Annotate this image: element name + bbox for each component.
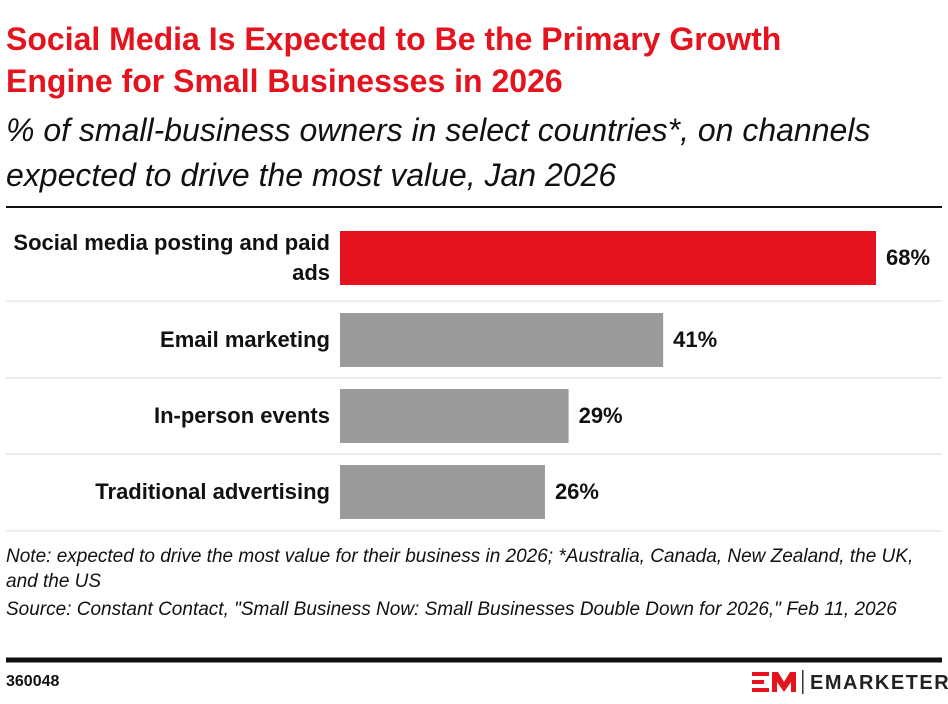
- bar: [340, 389, 569, 443]
- value-label: 41%: [673, 327, 717, 352]
- category-label: Email marketing: [160, 327, 330, 352]
- logo: [752, 670, 804, 694]
- note: Note: expected to drive the most value f…: [6, 546, 914, 592]
- source: Source: Constant Contact, "Small Busines…: [6, 599, 897, 620]
- chart-subtitle: % of small-business owners in select cou…: [6, 112, 871, 193]
- bar: [340, 231, 876, 285]
- brand: EMARKETER: [810, 672, 948, 694]
- chart-id: 360048: [6, 673, 60, 690]
- category-label: Traditional advertising: [95, 479, 330, 504]
- category-label: Social media posting and paid ads: [13, 230, 330, 285]
- chart-title: Social Media Is Expected to Be the Prima…: [6, 21, 782, 99]
- category-label: In-person events: [153, 403, 330, 428]
- value-label: 29%: [579, 403, 623, 428]
- value-label: 26%: [555, 479, 599, 504]
- bar: [340, 465, 545, 519]
- value-label: 68%: [886, 245, 930, 270]
- bar: [340, 313, 664, 367]
